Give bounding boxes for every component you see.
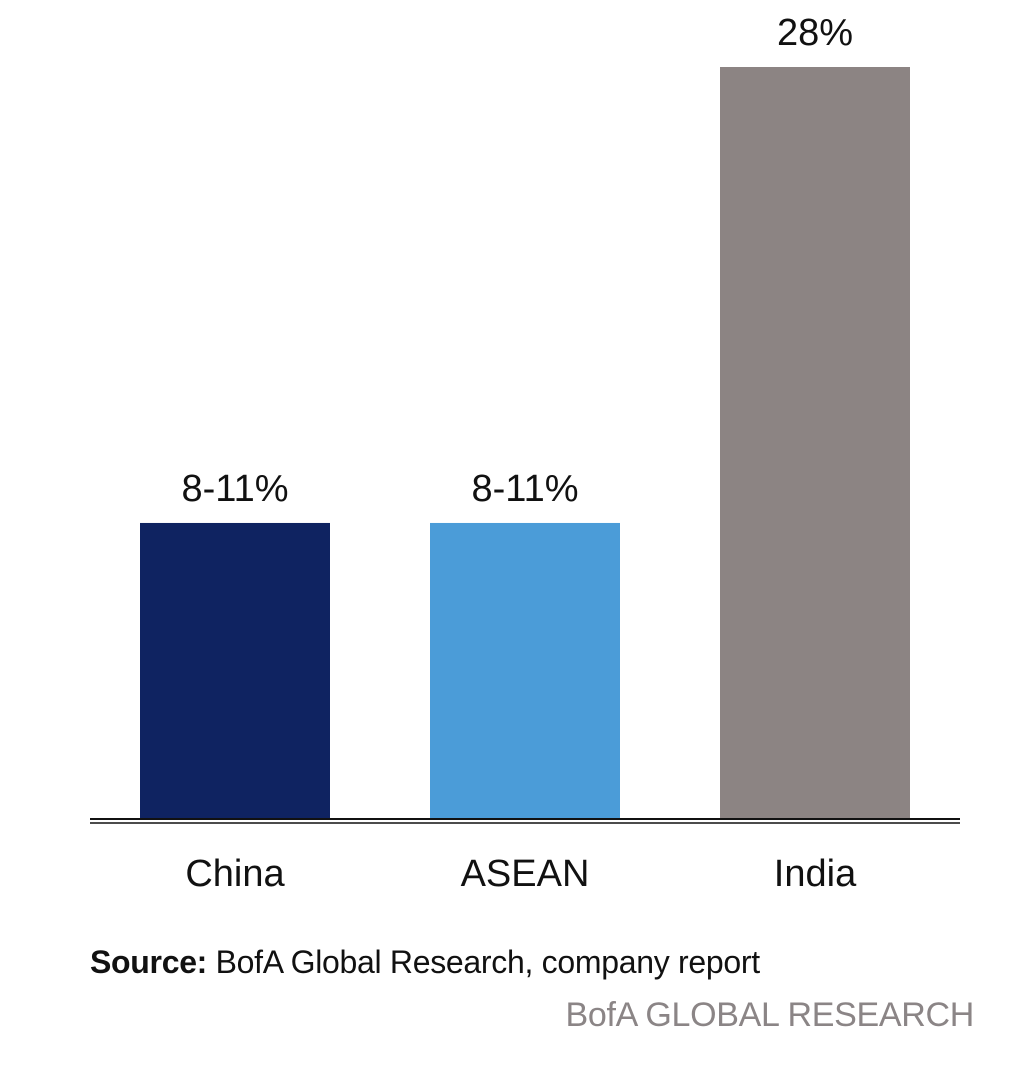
source-text: BofA Global Research, company report (207, 944, 760, 980)
value-label-india: 28% (777, 12, 853, 54)
category-label-india: India (774, 853, 857, 895)
category-label-china: China (185, 853, 285, 895)
category-label-asean: ASEAN (461, 853, 590, 895)
source-note: Source: BofA Global Research, company re… (90, 944, 760, 981)
value-label-china: 8-11% (181, 468, 288, 510)
bar-chart: 8-11% China 8-11% ASEAN 28% India (90, 12, 960, 895)
bar-china (140, 522, 330, 818)
bar-asean (430, 522, 620, 818)
bar-india (720, 67, 910, 818)
brand-watermark: BofA GLOBAL RESEARCH (565, 996, 975, 1034)
value-label-asean: 8-11% (471, 468, 578, 510)
source-label: Source: (90, 944, 208, 980)
